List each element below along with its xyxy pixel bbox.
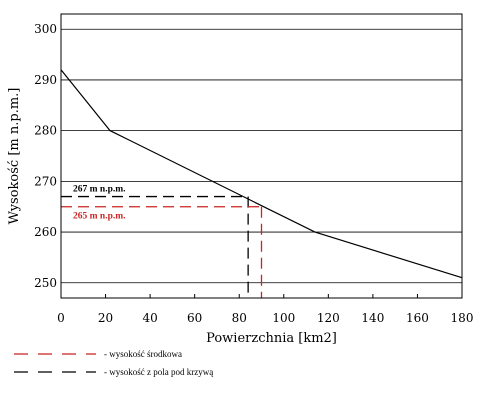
plot-frame — [60, 13, 463, 299]
x-tick-label: 60 — [187, 311, 202, 325]
x-axis-ticks: 0 20 40 60 80 100 120 140 160 180 — [57, 294, 473, 325]
y-tick-label: 290 — [34, 73, 57, 87]
legend-label: - wysokość środkowa — [104, 349, 182, 359]
y-tick-label: 270 — [34, 174, 57, 188]
x-tick-label: 40 — [142, 311, 157, 325]
marker-label: 265 m n.p.m. — [73, 212, 126, 222]
y-tick-label: 280 — [34, 124, 57, 138]
x-axis-label: Powierzchnia [km2] — [206, 331, 337, 346]
x-tick-label: 100 — [272, 311, 295, 325]
x-tick-label: 120 — [317, 311, 340, 325]
x-tick-label: 160 — [406, 311, 429, 325]
marker-guides — [61, 195, 263, 298]
gridlines — [61, 28, 462, 284]
y-axis-ticks: 250 260 270 280 290 300 — [34, 22, 57, 290]
x-tick-label: 80 — [232, 311, 247, 325]
y-tick-label: 250 — [34, 276, 57, 290]
marker-label: 267 m n.p.m. — [73, 185, 126, 195]
y-tick-label: 260 — [34, 225, 57, 239]
x-tick-label: 180 — [451, 311, 474, 325]
legend-label: - wysokość z pola pod krzywą — [104, 367, 214, 377]
x-tick-label: 0 — [57, 311, 65, 325]
marker-annotations: 267 m n.p.m. 265 m n.p.m. — [73, 185, 126, 222]
legend: - wysokość środkowa - wysokość z pola pod… — [14, 349, 214, 377]
x-tick-label: 140 — [361, 311, 384, 325]
x-tick-label: 20 — [98, 311, 113, 325]
y-tick-label: 300 — [34, 22, 57, 36]
y-axis-label: Wysokość [m n.p.m.] — [7, 88, 22, 225]
hypsometric-curve — [60, 69, 463, 279]
